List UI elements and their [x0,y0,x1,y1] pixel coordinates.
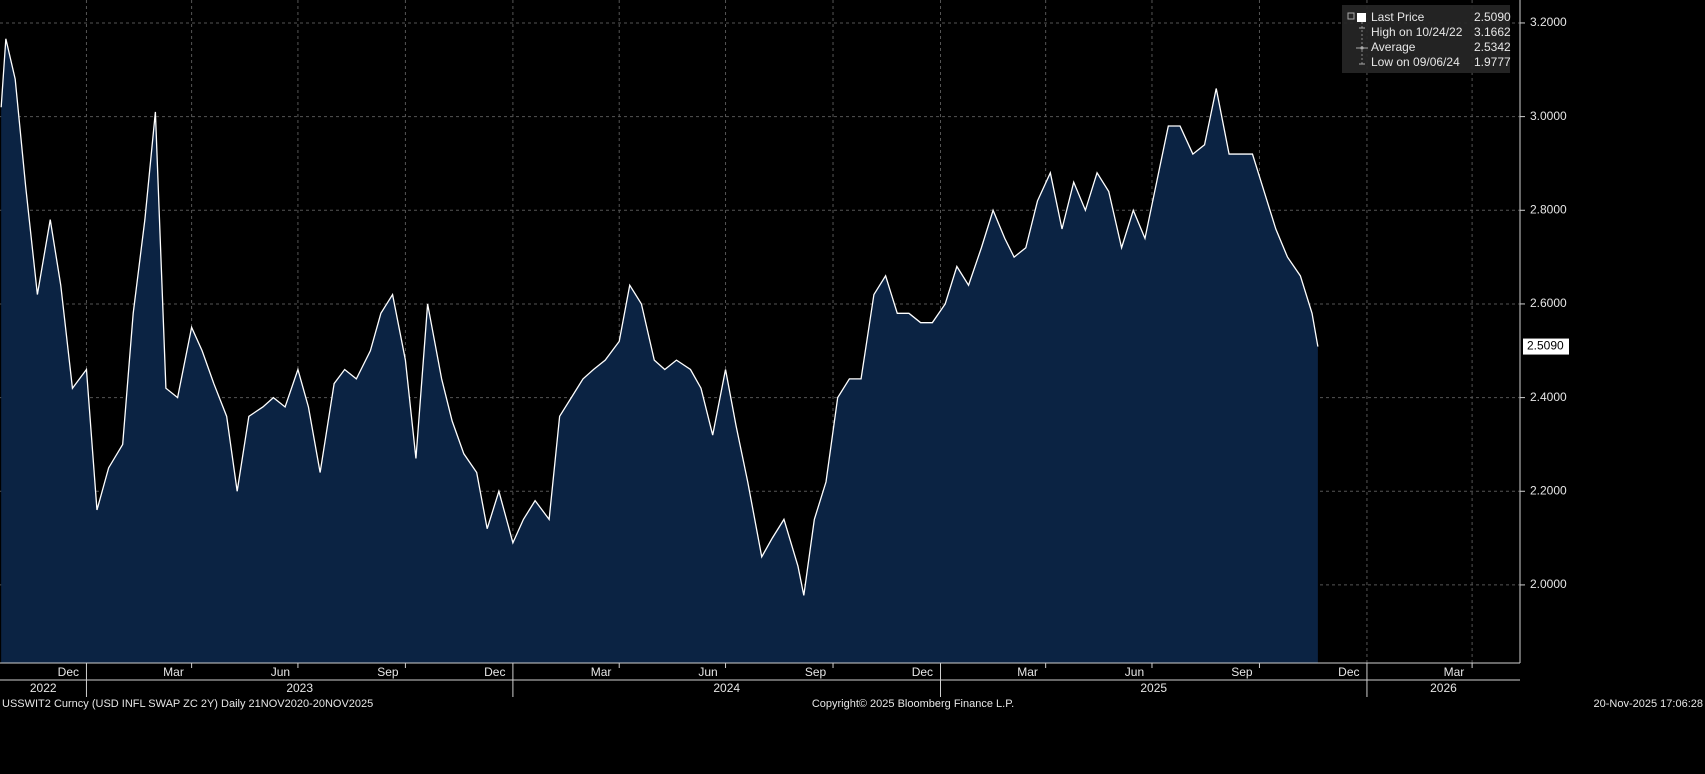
legend-label: Average [1371,40,1416,54]
last-price-label: 2.5090 [1527,339,1564,353]
year-label: 2023 [286,681,313,695]
x-tick-label: Dec [912,665,933,679]
line [0,38,1319,596]
legend: Last Price 2.5090 High on 10/24/22 3.1662 Av… [1342,5,1511,73]
y-tick-label: 2.4000 [1530,390,1567,404]
y-tick-label: 2.8000 [1530,202,1567,216]
y-tick-label: 2.6000 [1530,296,1567,310]
legend-value: 3.1662 [1474,25,1511,39]
legend-icon [1360,46,1364,50]
legend-value: 2.5342 [1474,40,1511,54]
footer: USSWIT2 Curncy (USD INFL SWAP ZC 2Y) Dai… [2,698,1703,710]
x-tick-label: Sep [1231,665,1253,679]
x-tick-label: Mar [163,665,184,679]
axes: 2.0000 2.2000 2.4000 2.6000 2.8000 3.0000 3.20… [0,0,1569,697]
x-tick-label: Sep [805,665,827,679]
y-tick-label: 2.2000 [1530,483,1567,497]
footer-right: 20-Nov-2025 17:06:28 [1594,698,1703,710]
y-tick-label: 3.2000 [1530,15,1567,29]
legend-value: 2.5090 [1474,10,1511,24]
legend-box [1342,5,1510,73]
y-tick-label: 2.0000 [1530,577,1567,591]
x-tick-label: Jun [698,665,717,679]
legend-icon [1357,13,1366,22]
footer-center: Copyright© 2025 Bloomberg Finance L.P. [812,698,1014,710]
x-tick-label: Dec [58,665,79,679]
x-tick-label: Mar [591,665,612,679]
year-label: 2022 [30,681,57,695]
x-tick-label: Mar [1017,665,1038,679]
x-tick-label: Jun [271,665,290,679]
legend-value: 1.9777 [1474,55,1511,69]
y-tick-label: 3.0000 [1530,109,1567,123]
footer-left: USSWIT2 Curncy (USD INFL SWAP ZC 2Y) Dai… [2,698,373,710]
year-label: 2026 [1430,681,1457,695]
year-label: 2024 [713,681,740,695]
legend-label: High on 10/24/22 [1371,25,1463,39]
legend-label: Last Price [1371,10,1425,24]
x-tick-label: Jun [1125,665,1144,679]
year-label: 2025 [1140,681,1167,695]
x-tick-label: Mar [1444,665,1465,679]
x-tick-label: Dec [484,665,505,679]
last-price-tag [1523,338,1569,355]
x-tick-label: Dec [1338,665,1359,679]
plot-area [0,0,1520,663]
x-tick-label: Sep [377,665,399,679]
area [1,38,1318,663]
legend-icon [1347,12,1355,20]
legend-label: Low on 09/06/24 [1371,55,1460,69]
